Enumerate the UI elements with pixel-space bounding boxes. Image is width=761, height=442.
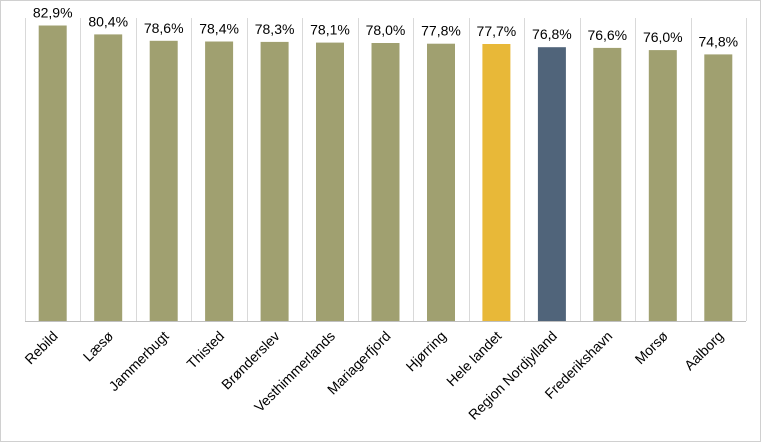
grid-lines bbox=[25, 18, 747, 322]
bar-8 bbox=[482, 44, 511, 321]
bar-11 bbox=[648, 50, 677, 321]
bar-1 bbox=[94, 34, 123, 322]
value-label-10: 76,6% bbox=[587, 27, 627, 43]
value-label-4: 78,3% bbox=[255, 21, 295, 37]
value-label-5: 78,1% bbox=[310, 22, 350, 38]
bar-10 bbox=[593, 47, 622, 322]
bar-2 bbox=[149, 40, 178, 322]
value-label-3: 78,4% bbox=[199, 21, 239, 37]
category-label-3: Thisted bbox=[183, 328, 227, 372]
value-label-1: 80,4% bbox=[88, 13, 128, 29]
value-label-0: 82,9% bbox=[33, 5, 73, 21]
category-label-2: Jammerbugt bbox=[105, 328, 171, 394]
bar-7 bbox=[427, 43, 455, 321]
category-label-1: Læsø bbox=[80, 327, 117, 364]
bar-9 bbox=[537, 47, 566, 321]
bar-5 bbox=[316, 42, 344, 321]
bar-12 bbox=[704, 54, 733, 322]
bar-6 bbox=[371, 43, 400, 321]
category-label-11: Morsø bbox=[632, 327, 672, 367]
value-label-8: 77,7% bbox=[477, 23, 517, 39]
value-label-12: 74,8% bbox=[698, 33, 738, 49]
value-label-11: 76,0% bbox=[643, 29, 683, 45]
bar-4 bbox=[260, 41, 289, 322]
value-labels: 82,9% 80,4% 78,6% 78,4% 78,3% 78,1% 78,0% 77,8%… bbox=[33, 5, 738, 50]
bar-3 bbox=[205, 41, 234, 321]
value-label-2: 78,6% bbox=[144, 20, 184, 36]
bar-0 bbox=[38, 25, 67, 321]
bars bbox=[38, 25, 733, 322]
category-label-12: Aalborg bbox=[681, 328, 726, 373]
category-label-0: Rebild bbox=[21, 328, 60, 367]
category-label-7: Hjørring bbox=[403, 328, 450, 375]
value-label-6: 78,0% bbox=[366, 22, 406, 38]
value-label-7: 77,8% bbox=[421, 23, 461, 39]
value-label-9: 76,8% bbox=[532, 26, 572, 42]
